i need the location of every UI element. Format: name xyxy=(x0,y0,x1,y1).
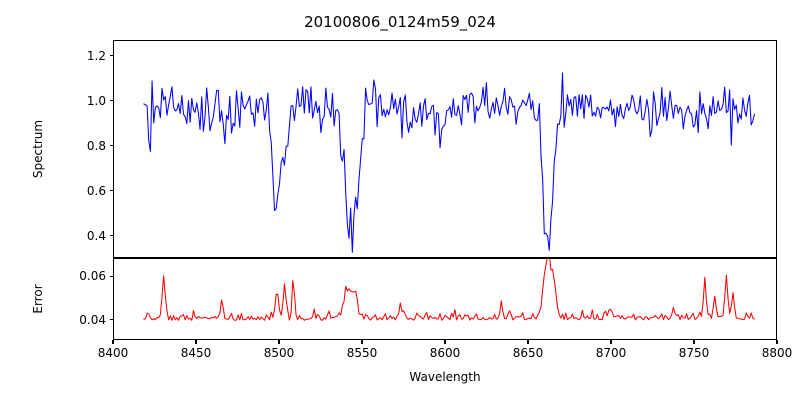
spectrum-ytick-mark xyxy=(109,190,113,192)
wavelength-xtick-label: 8500 xyxy=(263,346,295,360)
wavelength-xtick-mark xyxy=(444,340,446,344)
wavelength-xtick-label: 8400 xyxy=(97,346,129,360)
wavelength-xtick-mark xyxy=(361,340,363,344)
wavelength-xtick-label: 8800 xyxy=(761,346,793,360)
error-plot-area xyxy=(113,258,777,340)
spectrum-ytick-label: 0.8 xyxy=(86,138,106,153)
wavelength-xtick-label: 8550 xyxy=(346,346,378,360)
wavelength-xtick-mark xyxy=(112,340,114,344)
spectrum-data-line xyxy=(143,72,756,253)
error-axis-label: Error xyxy=(31,284,45,314)
error-data-line xyxy=(143,259,756,321)
wavelength-xtick-label: 8750 xyxy=(678,346,710,360)
wavelength-xtick-label: 8700 xyxy=(595,346,627,360)
wavelength-xtick-mark xyxy=(278,340,280,344)
spectrum-ytick-mark xyxy=(109,145,113,147)
error-canvas xyxy=(143,259,756,321)
wavelength-xtick-label: 8450 xyxy=(180,346,212,360)
spectrum-ytick-label: 1.0 xyxy=(86,93,106,108)
page-title: 20100806_0124m59_024 xyxy=(304,13,496,31)
wavelength-xtick-mark xyxy=(610,340,612,344)
wavelength-xtick-mark xyxy=(527,340,529,344)
spectrum-ytick-label: 1.2 xyxy=(86,48,106,63)
spectrum-plot-area xyxy=(113,40,777,258)
spectrum-ytick-mark xyxy=(109,234,113,237)
spectrum-ytick-mark xyxy=(109,100,113,102)
wavelength-xtick-mark xyxy=(195,340,197,344)
error-ytick-label: 0.04 xyxy=(79,312,106,327)
wavelength-xtick-mark xyxy=(693,340,695,344)
wavelength-axis-label: Wavelength xyxy=(409,370,481,384)
wavelength-xtick-label: 8600 xyxy=(429,346,461,360)
error-ytick-mark xyxy=(109,318,113,321)
error-ytick-label: 0.06 xyxy=(79,269,106,284)
wavelength-xtick-label: 8650 xyxy=(512,346,544,360)
error-ytick-mark xyxy=(109,275,113,277)
spectrum-canvas xyxy=(143,72,756,253)
spectrum-ytick-label: 0.4 xyxy=(86,228,106,243)
spectrum-ytick-mark xyxy=(109,55,113,57)
spectrum-ytick-label: 0.6 xyxy=(86,183,106,198)
wavelength-xtick-mark xyxy=(776,340,778,344)
